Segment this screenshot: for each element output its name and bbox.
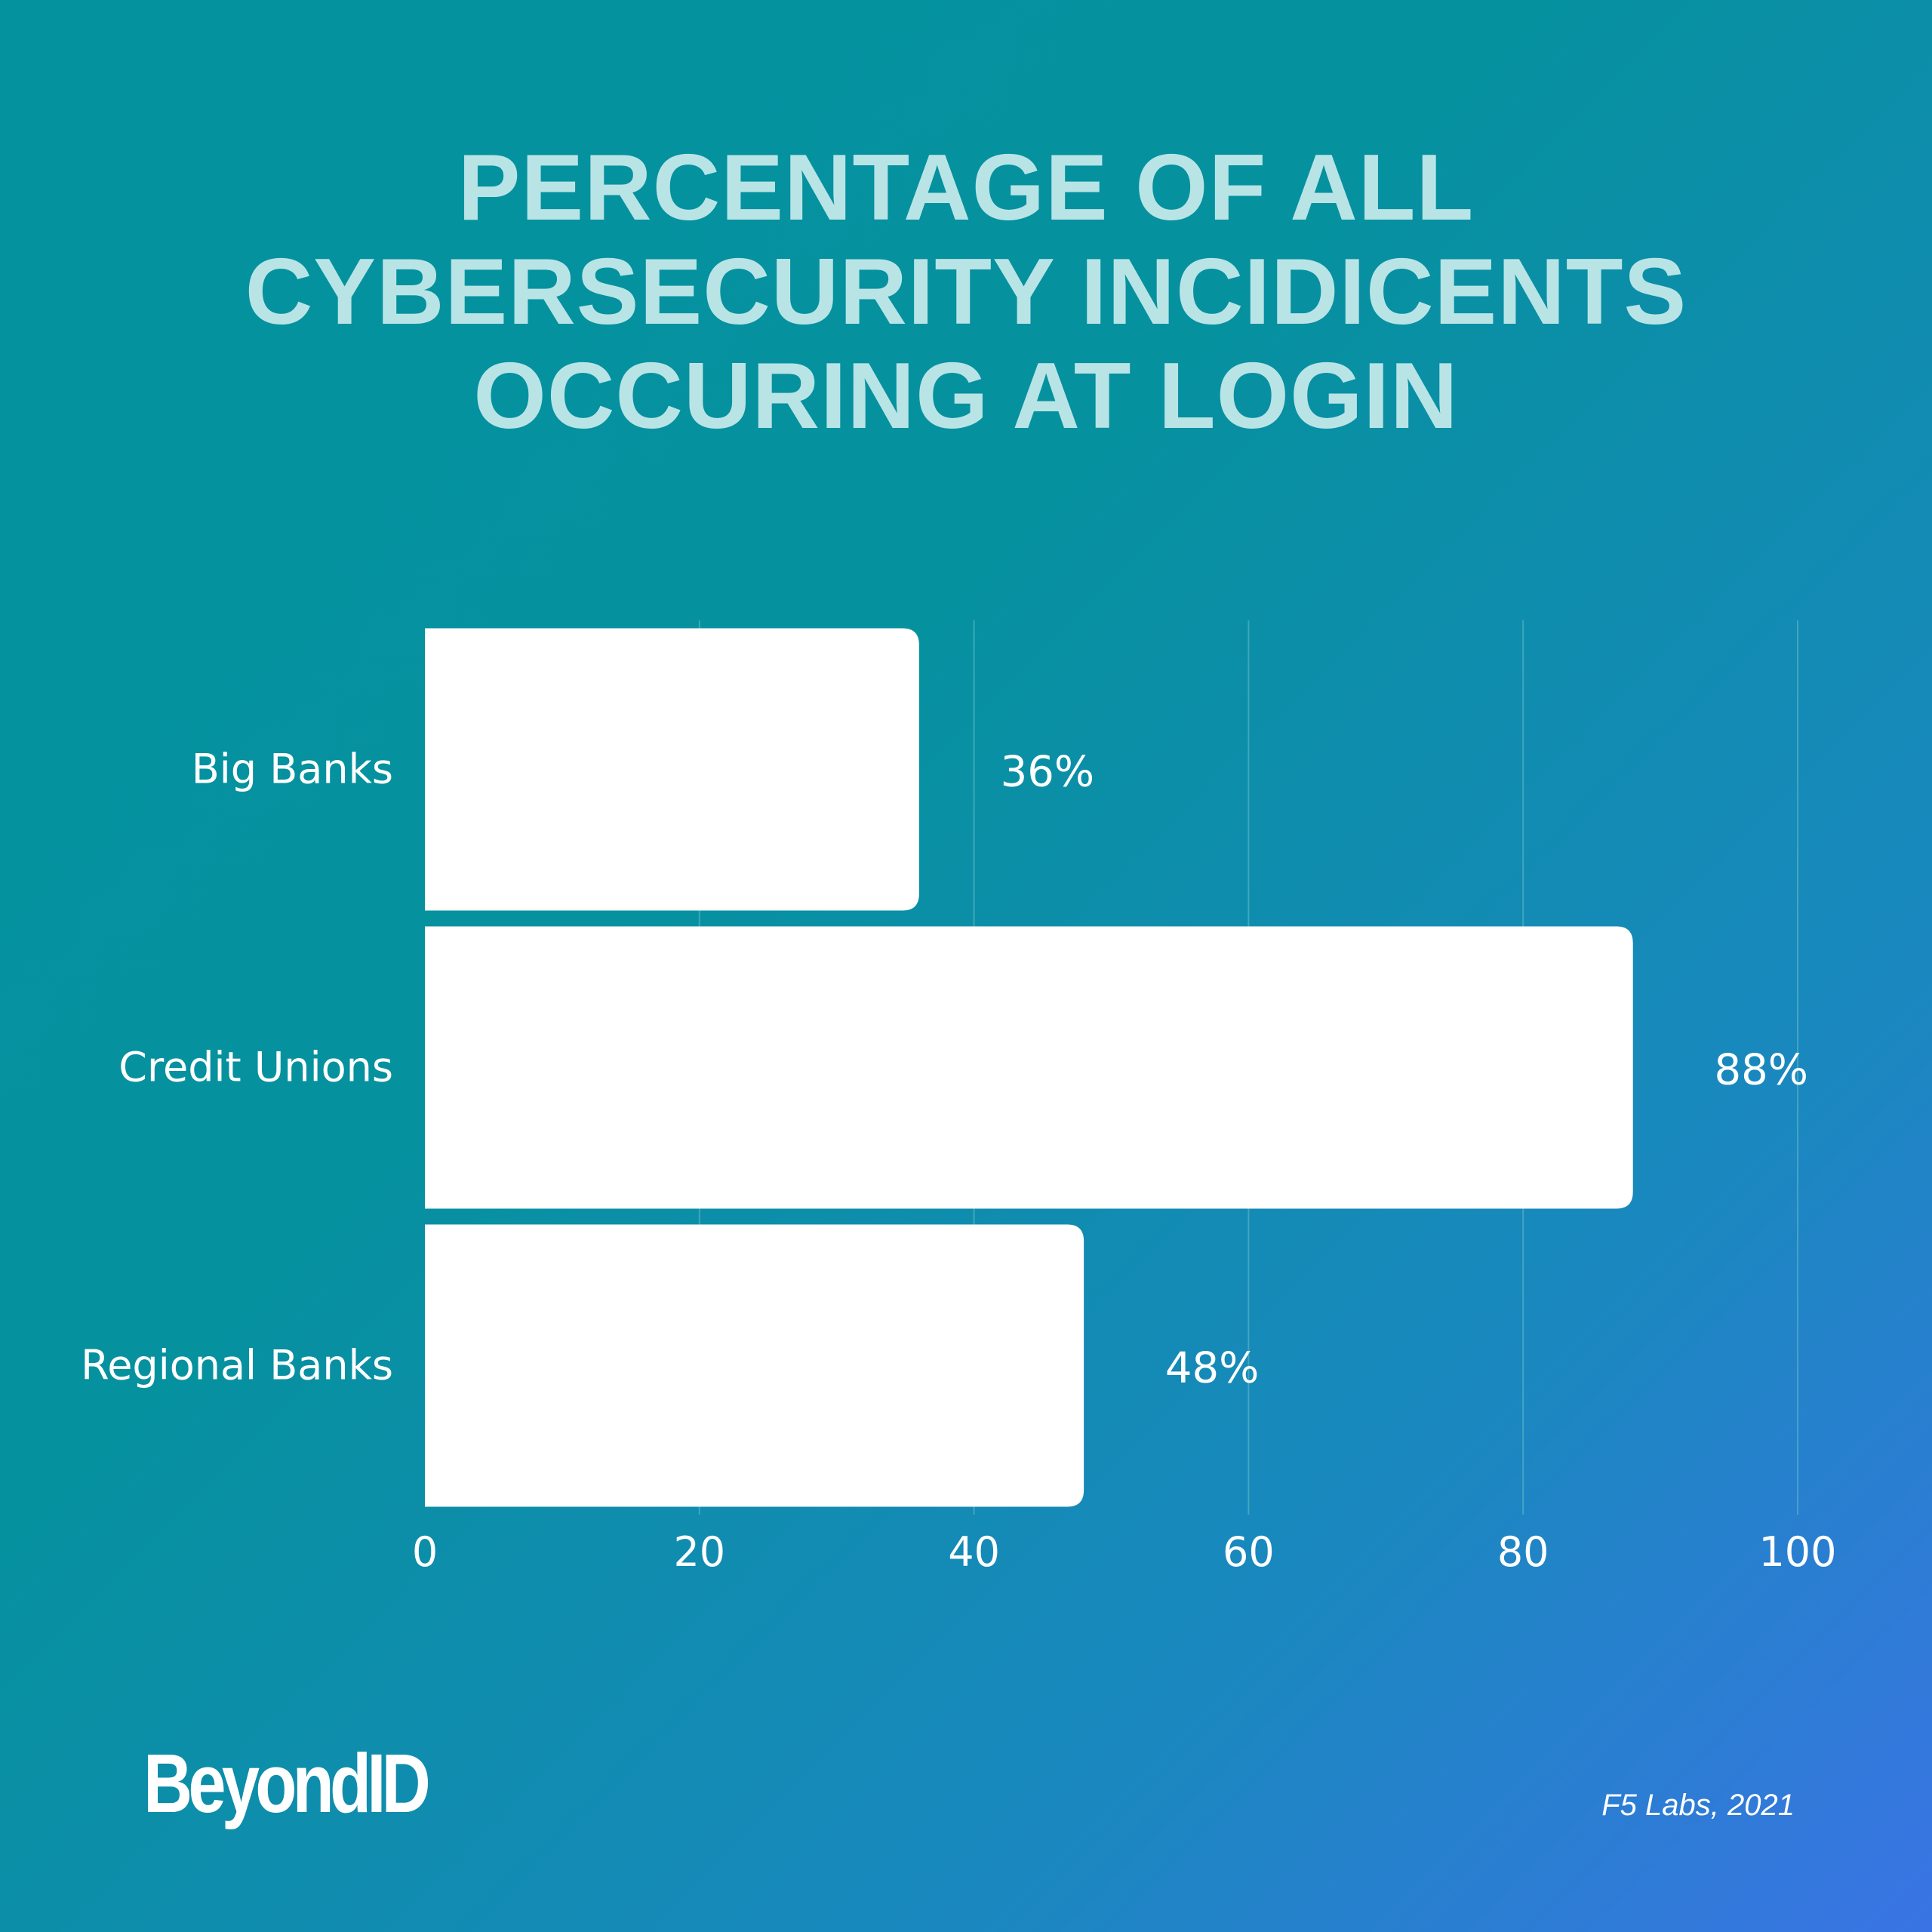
x-tick-label: 80 bbox=[1497, 1528, 1549, 1576]
value-label: 36% bbox=[1001, 748, 1094, 797]
chart-title: PERCENTAGE OF ALL CYBERSECURITY INCIDICE… bbox=[0, 136, 1932, 448]
value-label: 48% bbox=[1165, 1344, 1259, 1393]
beyondid-logo: BeyondID bbox=[143, 1737, 431, 1830]
x-tick-label: 60 bbox=[1223, 1528, 1275, 1576]
bar-0 bbox=[425, 628, 919, 911]
x-tick-label: 0 bbox=[412, 1528, 438, 1576]
bar-1 bbox=[425, 926, 1633, 1209]
category-label: Regional Banks bbox=[81, 1342, 393, 1389]
title-line-1: PERCENTAGE OF ALL bbox=[457, 136, 1475, 240]
labels: Big Banks 36% Credit Unions 88% Regional Ban… bbox=[81, 746, 1836, 1577]
source-caption: F5 Labs, 2021 bbox=[1601, 1789, 1795, 1822]
title-line-3: OCCURING AT LOGIN bbox=[473, 344, 1459, 448]
x-tick-label: 40 bbox=[948, 1528, 1000, 1576]
category-label: Big Banks bbox=[192, 746, 393, 793]
value-label: 88% bbox=[1714, 1046, 1807, 1095]
bar-2 bbox=[425, 1224, 1084, 1507]
x-tick-label: 20 bbox=[673, 1528, 725, 1576]
title-line-2: CYBERSECURITY INCIDICENTS bbox=[245, 240, 1687, 344]
category-label: Credit Unions bbox=[118, 1044, 393, 1091]
bars bbox=[425, 628, 1633, 1507]
x-tick-label: 100 bbox=[1758, 1528, 1836, 1576]
